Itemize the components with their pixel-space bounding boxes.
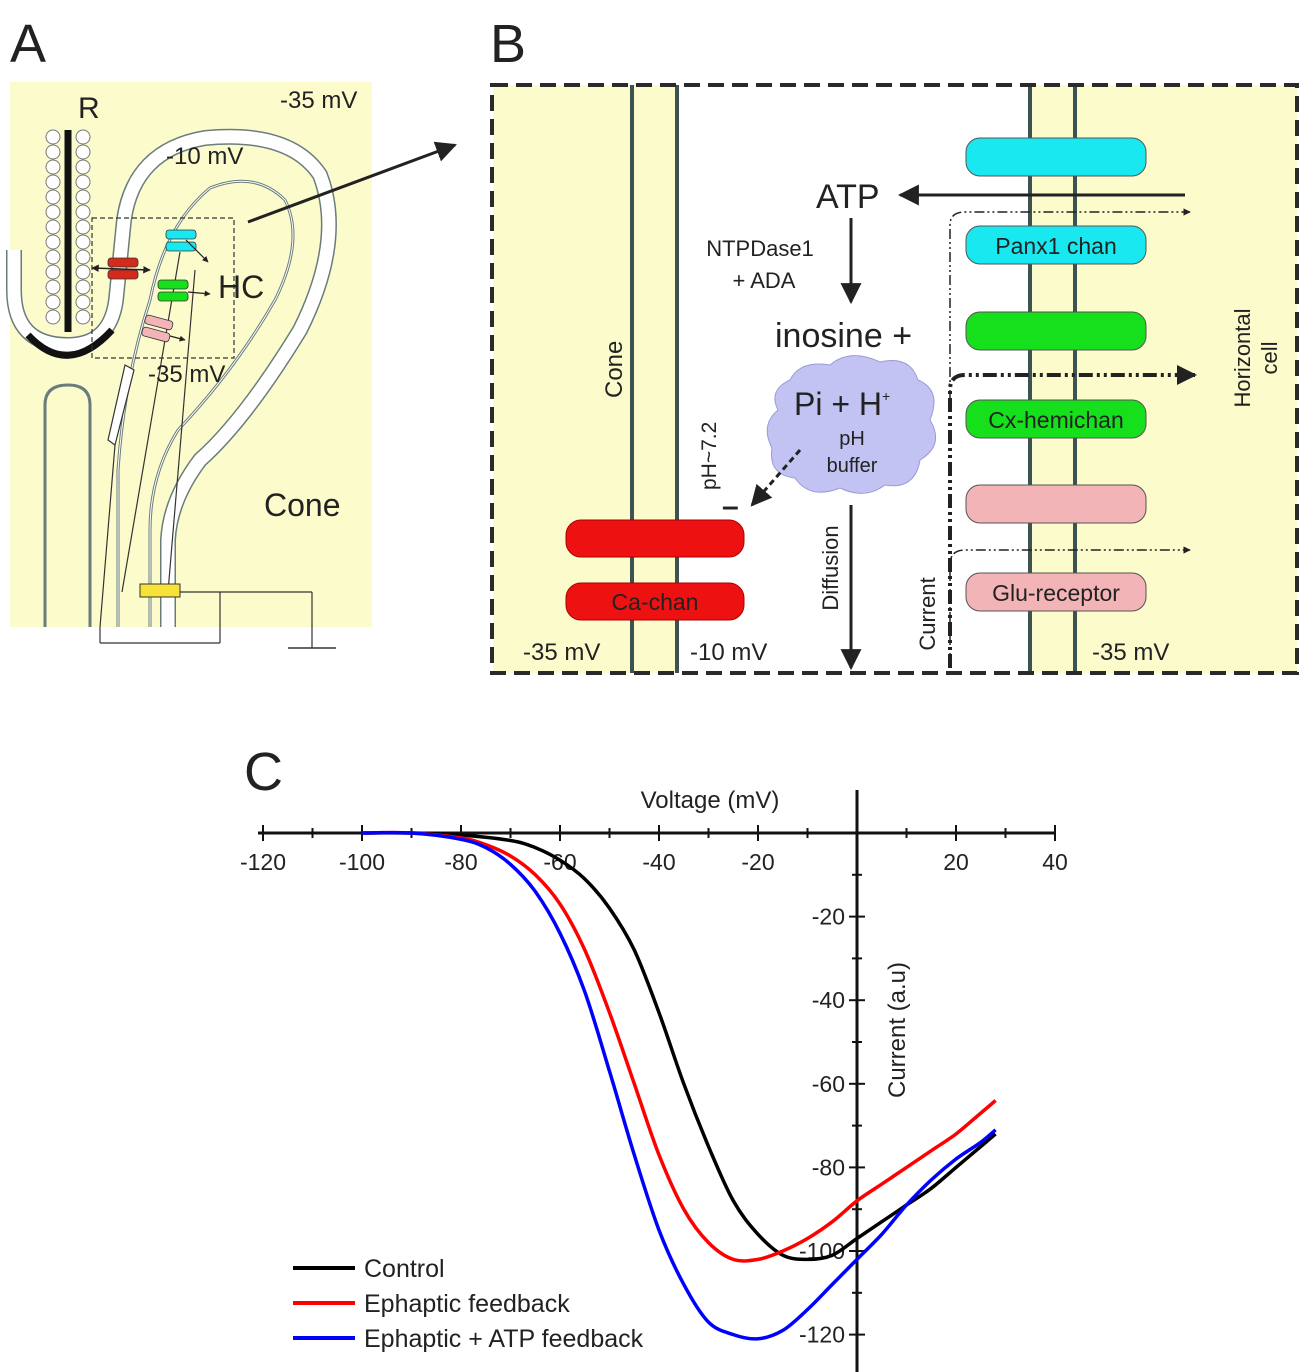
x-tick-label: 40: [1042, 849, 1068, 875]
x-tick-label: -80: [444, 849, 477, 875]
glu-receptor: [965, 572, 1147, 612]
x-tick-label: -100: [339, 849, 385, 875]
panel-b: B Cone Horizontal cell Panx1 chan Cx-hem…: [490, 14, 1299, 675]
ph-label: pH~7.2: [698, 422, 721, 490]
legend-label-ephaptic-atp-feedback: Ephaptic + ATP feedback: [364, 1325, 644, 1353]
ca-channel-label: Ca-chan: [612, 589, 699, 615]
voltage-cone-b: -35 mV: [523, 639, 600, 666]
panel-a: A R: [6, 14, 457, 649]
zoom-box: [91, 217, 235, 359]
cone-label-a: Cone: [264, 487, 341, 523]
proton-inhibition-arrow: [750, 449, 802, 507]
y-tick-label: -120: [799, 1322, 845, 1348]
panx1-label: Panx1 chan: [995, 233, 1116, 259]
panel-c: C Voltage (mV) Current (a.u) -120 -100 -80…: [240, 742, 1068, 1372]
minus-sign: –: [722, 490, 739, 523]
ca-channel-top: [565, 519, 745, 558]
hc-label-b-line1: Horizontal: [1230, 308, 1255, 407]
pink-channel-top: [965, 484, 1147, 524]
plot-area: -120 -100 -80 -60 -40 -20 20 40-20-40-60-80-100…: [240, 790, 1068, 1372]
cx-hemichannel: [965, 399, 1147, 439]
panel-b-letter: B: [490, 14, 526, 74]
series-line-ephaptic-feedback: [361, 830, 997, 1263]
x-tick-label: -120: [240, 849, 286, 875]
y-axis-label: Current (a.u): [884, 962, 911, 1098]
diffusion-label: Diffusion: [818, 525, 843, 610]
ph-buffer-cloud: [766, 355, 937, 494]
y-tick-label: -80: [812, 1154, 845, 1180]
green-channel-top: [965, 311, 1147, 351]
x-axis-label: Voltage (mV): [641, 787, 780, 814]
x-tick-label: -40: [642, 849, 675, 875]
electrode: [107, 364, 135, 446]
y-tick-label: -60: [812, 1071, 845, 1097]
panel-c-letter: C: [244, 742, 283, 802]
atp-label: ATP: [816, 178, 880, 216]
series-line-ephaptic-atp-feedback: [361, 830, 997, 1341]
rod-column: [45, 129, 91, 325]
rod-label: R: [78, 92, 100, 125]
inosine-label: inosine +: [775, 317, 912, 355]
ca-channel: [565, 582, 745, 621]
hc-label-a: HC: [218, 269, 264, 305]
hc-channels: [965, 137, 1147, 612]
current-path-main: [948, 365, 1197, 668]
cx-hemichan-label: Cx-hemichan: [988, 407, 1124, 433]
panel-a-letter: A: [10, 14, 46, 74]
glu-receptor-label: Glu-receptor: [992, 580, 1120, 606]
zoom-arrow: [247, 141, 457, 224]
neighbor-cell: [43, 383, 92, 627]
current-path-top: [949, 208, 1191, 400]
enzyme-line1: NTPDase1: [706, 236, 814, 261]
voltage-cone-a: -35 mV: [280, 87, 357, 114]
cone-label-b: Cone: [601, 341, 628, 398]
buffer-label-line1: pH: [839, 428, 865, 450]
rod-terminal-arc: [25, 327, 115, 359]
voltage-cleft-a: -10 mV: [166, 143, 243, 170]
legend-label-ephaptic-feedback: Ephaptic feedback: [364, 1290, 570, 1318]
voltage-cleft-b: -10 mV: [690, 639, 767, 666]
cone-compartment: [493, 85, 677, 673]
x-tick-label: 20: [943, 849, 969, 875]
amplifier-box: [139, 583, 181, 598]
legend-label-control: Control: [364, 1255, 445, 1283]
pi-h-label: Pi + H+: [794, 386, 890, 422]
y-tick-label: -40: [812, 987, 845, 1013]
current-label: Current: [915, 577, 940, 650]
cyan-channel-top: [965, 137, 1147, 177]
voltage-hc-a: -35 mV: [148, 361, 225, 388]
y-tick-label: -20: [812, 904, 845, 930]
legend: Control Ephaptic feedback Ephaptic + ATP f…: [293, 1255, 644, 1353]
voltage-hc-b: -35 mV: [1092, 639, 1169, 666]
buffer-label-line2: buffer: [827, 455, 878, 477]
panx1-channel: [965, 225, 1147, 265]
x-tick-label: -20: [741, 849, 774, 875]
hc-label-b-line2: cell: [1257, 341, 1282, 374]
enzyme-line2: + ADA: [733, 268, 796, 293]
current-path-bottom: [949, 546, 1191, 668]
